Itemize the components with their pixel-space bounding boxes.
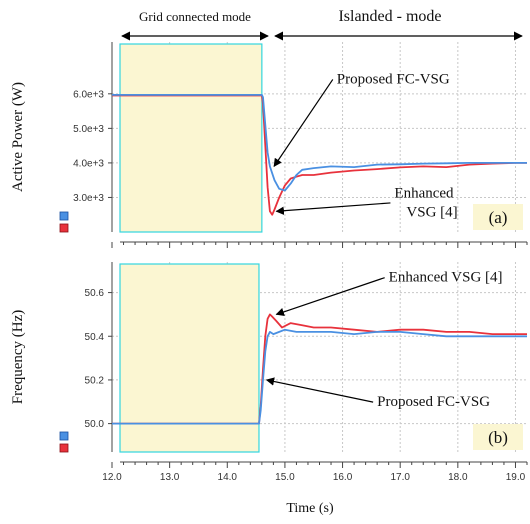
x-tick-label: 16.0	[333, 472, 353, 483]
x-tick-label: 13.0	[160, 472, 180, 483]
series-line-proposed	[112, 94, 527, 192]
annotation-arrow	[275, 202, 391, 215]
y-tick-label: 5.0e+3	[73, 124, 104, 135]
panel-label-box	[473, 204, 523, 230]
legend-swatch-enhanced	[59, 443, 69, 453]
y-tick-label: 6.0e+3	[73, 89, 104, 100]
y-tick-label: 4.0e+3	[73, 158, 104, 169]
panel-label: (b)	[488, 428, 508, 447]
x-tick-label: 19.0	[506, 472, 526, 483]
x-tick-label: 12.0	[102, 472, 122, 483]
y-tick-label: 50.4	[85, 332, 105, 343]
x-tick-label: 15.0	[275, 472, 295, 483]
y-axis-label: Active Power (W)	[10, 82, 26, 192]
highlight-region	[119, 263, 260, 453]
annotation-arrow	[265, 377, 374, 403]
y-tick-label: 3.0e+3	[73, 193, 104, 204]
annotation-line: Enhanced VSG [4]	[389, 270, 503, 286]
annotation-text: Proposed FC-VSG	[377, 394, 490, 410]
panel-b-frequency: 50.0 50.2 50.4 50.6 12.0 13.0 14.0 15.0 16.0 17.0…	[10, 262, 528, 483]
y-tick-label: 50.6	[85, 288, 105, 299]
y-axis-label: Frequency (Hz)	[10, 310, 26, 405]
x-axis-label: Time (s)	[286, 501, 334, 516]
islanded-mode-label: Islanded - mode	[338, 8, 441, 25]
y-tick-label: 50.0	[85, 419, 105, 430]
x-tick-label: 14.0	[218, 472, 238, 483]
panel-label: (a)	[489, 208, 508, 227]
annotation-text: Enhanced VSG [4]	[394, 185, 457, 220]
panel-a-active-power: 3.0e+3 4.0e+3 5.0e+3 6.0e+3 Active Power (W)…	[10, 42, 528, 248]
legend-swatch-proposed	[59, 211, 69, 221]
annotation-text: Enhanced VSG [4]	[389, 270, 503, 286]
x-tick-label: 18.0	[448, 472, 468, 483]
annotation-line: VSG [4]	[406, 204, 457, 220]
legend-swatch-proposed	[59, 431, 69, 441]
x-tick-label: 17.0	[390, 472, 410, 483]
annotation-arrow	[273, 79, 334, 168]
mode-header: Grid connected mode Islanded - mode	[121, 8, 523, 41]
annotation-line: Enhanced	[394, 185, 454, 201]
highlight-region	[119, 43, 263, 233]
grid-mode-label: Grid connected mode	[139, 9, 251, 24]
annotation-text: Proposed FC-VSG	[337, 71, 450, 87]
annotation-line: Proposed FC-VSG	[377, 394, 490, 410]
legend-swatch-enhanced	[59, 223, 69, 233]
series-line-proposed	[112, 328, 527, 425]
annotation-arrow	[275, 277, 385, 316]
annotation-line: Proposed FC-VSG	[337, 71, 450, 87]
series-line-enhanced	[112, 313, 527, 425]
series-line-enhanced	[112, 94, 527, 216]
panel-label-box	[473, 424, 523, 450]
y-tick-label: 50.2	[85, 375, 105, 386]
